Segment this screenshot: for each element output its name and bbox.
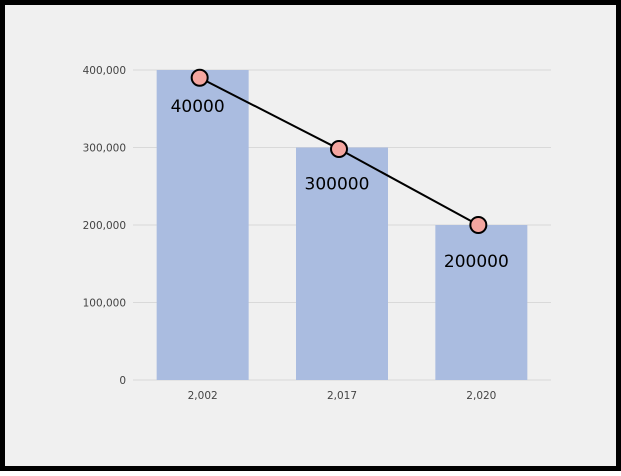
y-tick-label: 200,000 bbox=[83, 220, 126, 232]
y-tick-label: 300,000 bbox=[83, 143, 126, 155]
x-tick-label: 2,002 bbox=[188, 390, 218, 402]
line-marker bbox=[330, 140, 348, 159]
bar bbox=[156, 70, 249, 380]
line-marker bbox=[190, 68, 209, 87]
y-tick-label: 400,000 bbox=[83, 65, 126, 77]
bar bbox=[435, 225, 528, 380]
data-label: 200000 bbox=[444, 252, 509, 272]
data-label: 300000 bbox=[305, 175, 370, 195]
x-tick-label: 2,020 bbox=[466, 390, 496, 402]
line-marker bbox=[469, 216, 488, 234]
bar bbox=[296, 147, 388, 380]
y-tick-label: 100,000 bbox=[83, 298, 126, 310]
data-label: 40000 bbox=[171, 97, 225, 117]
chart-svg: 0 100,000 200,000 300,000 400,000 2,002 2,017 2… bbox=[83, 65, 551, 402]
y-tick-label: 0 bbox=[119, 375, 126, 387]
x-tick-label: 2,017 bbox=[327, 390, 357, 402]
